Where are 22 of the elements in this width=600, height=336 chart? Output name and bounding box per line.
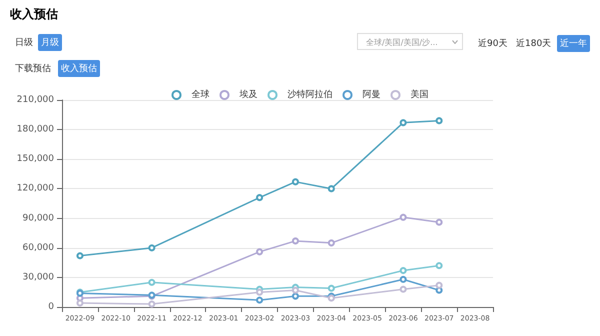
text: 近180天 <box>515 38 552 51</box>
legend-label: 阿曼 <box>362 89 380 100</box>
y-tick-label: 150,000 <box>16 154 54 164</box>
y-tick-label: 30,000 <box>22 272 54 282</box>
chart-title: 收入预估 <box>10 6 58 23</box>
y-tick-label: 210,000 <box>16 95 54 105</box>
y-tick-label: 0 <box>48 302 54 312</box>
y-tick-label: 60,000 <box>22 242 54 253</box>
legend-label: 美国 <box>410 89 428 100</box>
text: 近90天 <box>477 38 508 51</box>
text: 月级 <box>38 34 62 51</box>
text: 下载预估 <box>14 62 52 76</box>
y-tick-label: 180,000 <box>16 124 54 135</box>
text: 收入预估 <box>58 60 100 77</box>
text: 近一年 <box>557 35 590 52</box>
y-tick-label: 120,000 <box>16 184 54 194</box>
text: 日级 <box>14 36 34 50</box>
y-tick-label: 90,000 <box>22 213 54 224</box>
legend-label: 沙特阿拉伯 <box>288 89 332 100</box>
legend-label: 全球 <box>192 89 210 100</box>
dropdown: 全球/美国/美国/沙... <box>357 33 463 50</box>
legend-label: 埃及 <box>238 89 258 100</box>
